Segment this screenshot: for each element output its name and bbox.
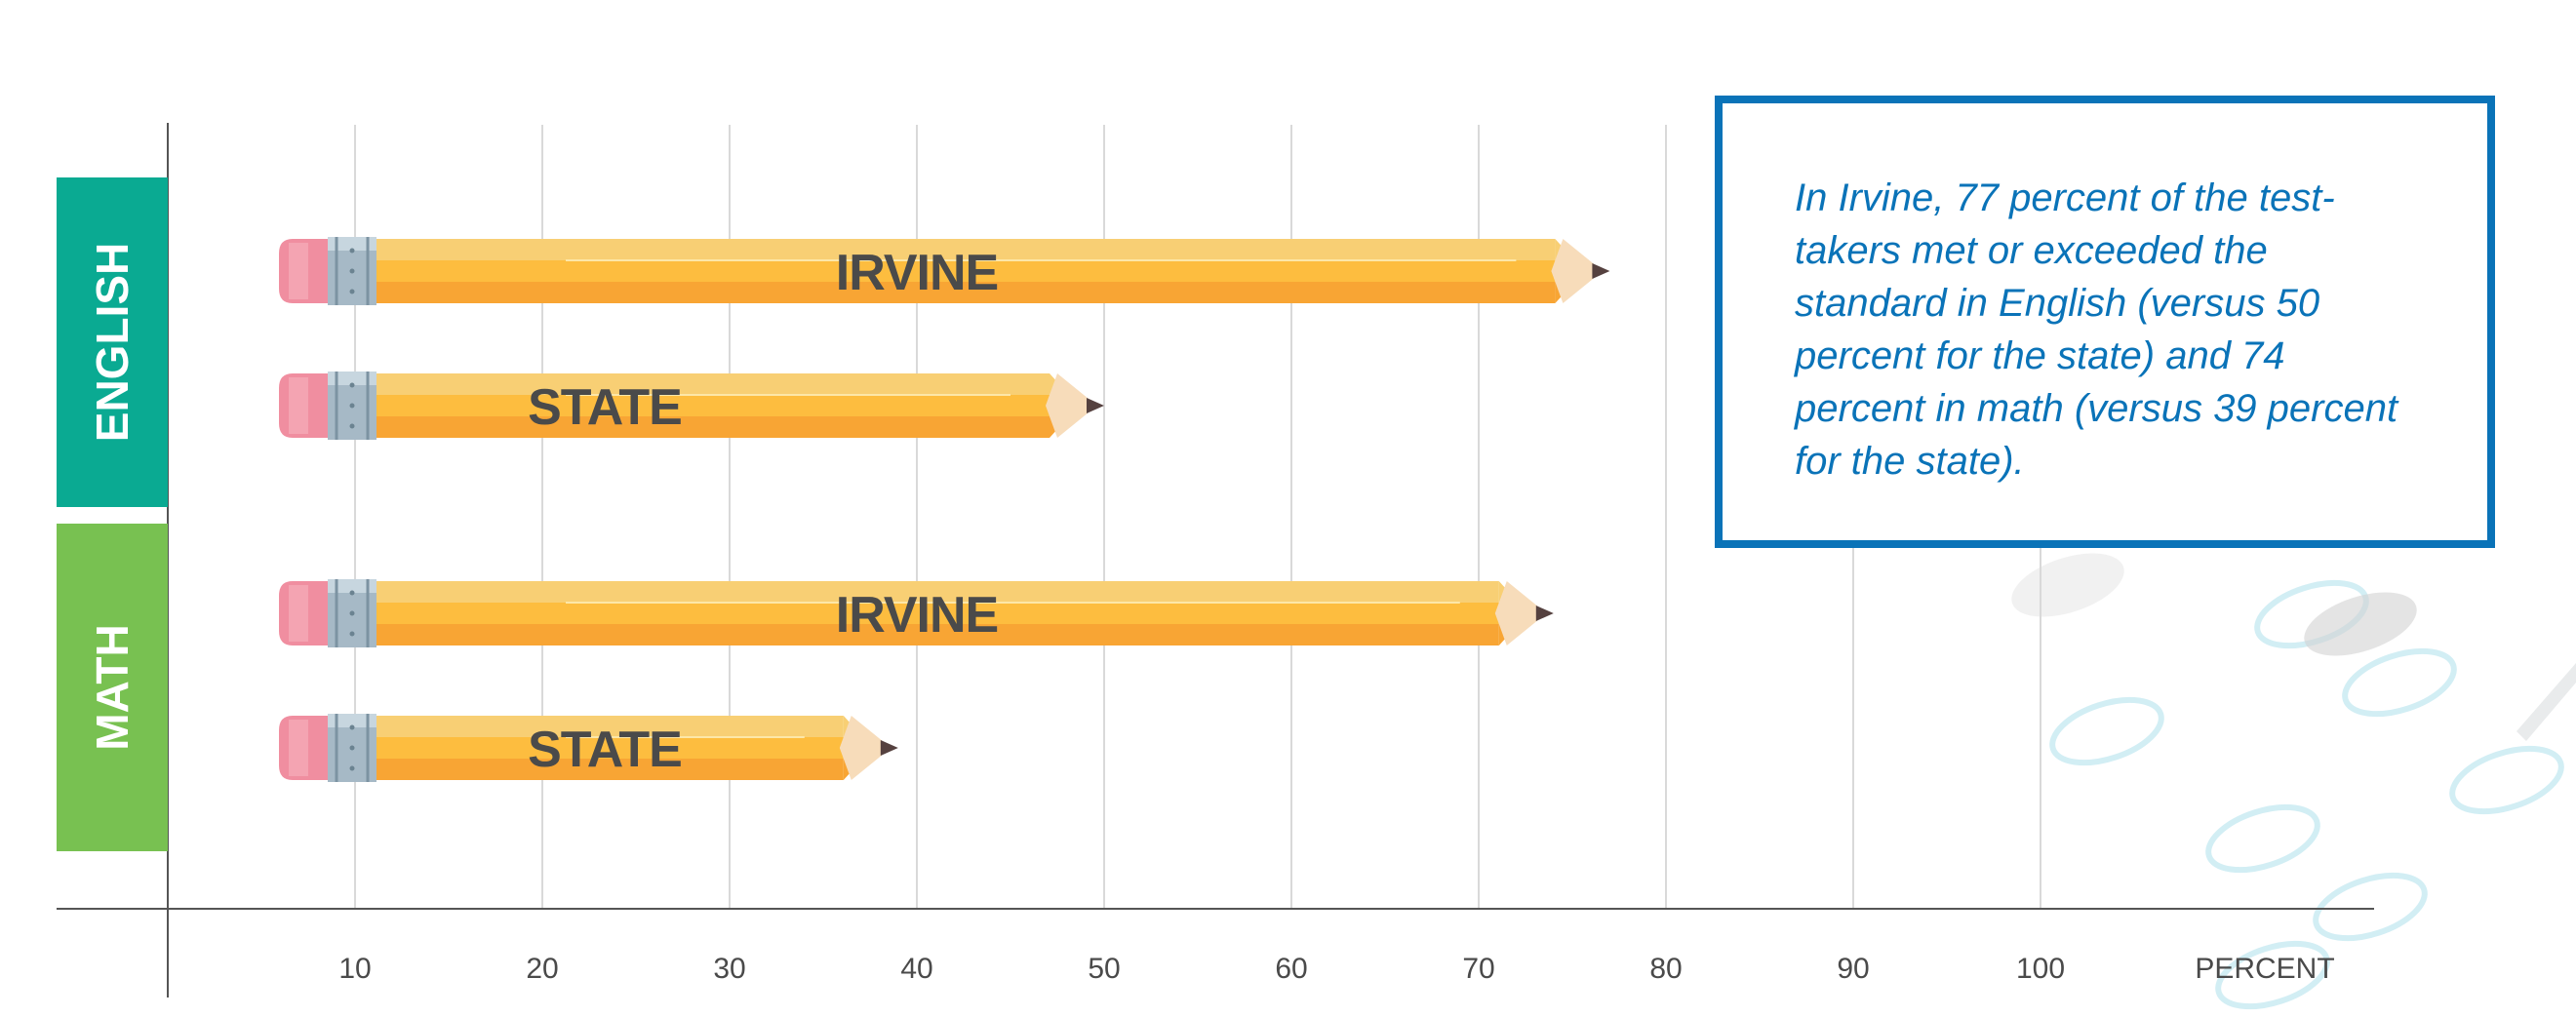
pencil-tip-icon	[2517, 663, 2576, 741]
answer-bubble-icon	[2313, 872, 2428, 942]
callout-box: In Irvine, 77 percent of the test-takers…	[1715, 96, 2495, 548]
group-band-english	[57, 177, 168, 507]
pencil-bar-math-irvine	[279, 579, 1554, 647]
x-tick-label: 10	[338, 953, 371, 985]
x-tick-label: 20	[526, 953, 558, 985]
x-tick-label: 90	[1837, 953, 1869, 985]
x-tick-label: 60	[1275, 953, 1307, 985]
x-tick-label: 100	[2016, 953, 2065, 985]
group-label-math: MATH	[87, 624, 138, 750]
filled-bubble-icon	[2304, 592, 2417, 656]
answer-bubble-icon	[2449, 745, 2564, 815]
answer-bubble-icon	[2205, 803, 2320, 874]
x-axis-label: PERCENT	[2195, 953, 2334, 985]
answer-bubble-icon	[2049, 696, 2164, 766]
x-tick-label: 40	[900, 953, 932, 985]
filled-bubble-icon	[2011, 553, 2124, 617]
callout-text: In Irvine, 77 percent of the test-takers…	[1795, 176, 2398, 483]
group-label-english: ENGLISH	[87, 243, 138, 442]
bar-label-english-state: STATE	[528, 379, 682, 436]
group-band-math	[57, 524, 168, 851]
answer-bubble-icon	[2254, 579, 2369, 649]
bar-label-math-irvine: IRVINE	[836, 587, 998, 644]
pencil-bar-math-state	[279, 714, 898, 782]
answer-bubble-icon	[2342, 647, 2457, 718]
background-answer-sheet	[2011, 553, 2576, 1010]
bar-label-math-state: STATE	[528, 722, 682, 778]
x-tick-label: 80	[1649, 953, 1682, 985]
x-tick-label: 70	[1462, 953, 1494, 985]
pencil-bar-english-irvine	[279, 237, 1610, 305]
x-tick-label: 30	[713, 953, 745, 985]
pencil-bar-english-state	[279, 372, 1104, 440]
answer-bubble-icon	[2215, 940, 2330, 1010]
bar-label-english-irvine: IRVINE	[836, 245, 998, 301]
x-tick-label: 50	[1088, 953, 1120, 985]
